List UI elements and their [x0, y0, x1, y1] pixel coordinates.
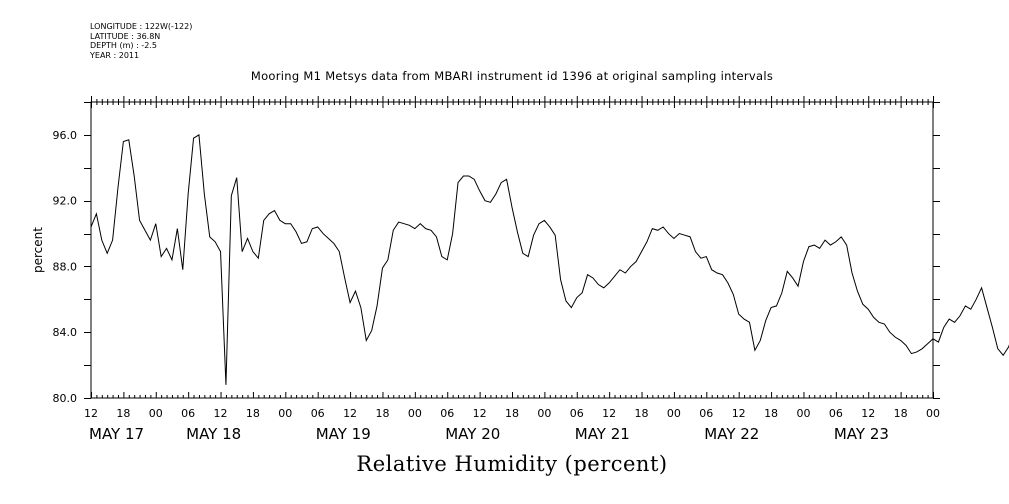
x-date-label: MAY 18 [186, 425, 241, 443]
x-date-label: MAY 20 [445, 425, 500, 443]
x-date-label: MAY 23 [834, 425, 889, 443]
x-hour-tick-label: 18 [894, 407, 908, 420]
x-hour-tick-label: 00 [537, 407, 551, 420]
x-date-label: MAY 21 [575, 425, 630, 443]
x-hour-tick-label: 18 [635, 407, 649, 420]
y-axis-label: percent [31, 227, 45, 273]
x-hour-tick-label: 18 [116, 407, 130, 420]
y-tick-label: 84.0 [53, 326, 78, 339]
x-hour-tick-label: 06 [829, 407, 843, 420]
x-hour-tick-label: 18 [246, 407, 260, 420]
x-date-label: MAY 22 [704, 425, 759, 443]
latitude-label: LATITUDE : 36.8N [90, 31, 161, 41]
chart-title: Mooring M1 Metsys data from MBARI instru… [250, 69, 774, 83]
x-hour-tick-label: 00 [149, 407, 163, 420]
axis-tick-labels: 12 18 00 06 12 18 00 06 12 18 00 06 12 18 00 06 12 18 00 06… [53, 129, 941, 443]
x-hour-tick-label: 06 [181, 407, 195, 420]
y-tick-label: 80.0 [53, 392, 78, 405]
x-hour-tick-label: 18 [375, 407, 389, 420]
x-hour-tick-label: 00 [408, 407, 422, 420]
year-label: YEAR : 2011 [90, 50, 140, 60]
x-hour-tick-label: 12 [84, 407, 98, 420]
x-hour-tick-label: 06 [311, 407, 325, 420]
y-tick-label: 88.0 [53, 260, 78, 273]
dataset-metadata: LONGITUDE : 122W(-122) LATITUDE : 36.8N … [90, 22, 192, 60]
y-tick-label: 96.0 [53, 129, 78, 142]
longitude-label: LONGITUDE : 122W(-122) [90, 22, 193, 31]
x-hour-tick-label: 00 [278, 407, 292, 420]
humidity-series-line [90, 134, 1009, 385]
x-hour-tick-label: 06 [570, 407, 584, 420]
x-date-label: MAY 19 [316, 425, 371, 443]
x-hour-tick-label: 18 [764, 407, 778, 420]
x-date-label: MAY 17 [89, 425, 144, 443]
x-hour-tick-label: 12 [214, 407, 228, 420]
x-hour-tick-label: 12 [861, 407, 875, 420]
x-hour-tick-label: 18 [505, 407, 519, 420]
x-hour-tick-label: 12 [602, 407, 616, 420]
y-tick-label: 92.0 [53, 195, 78, 208]
x-hour-tick-label: 06 [699, 407, 713, 420]
x-hour-tick-label: 06 [440, 407, 454, 420]
depth-label: DEPTH (m) : -2.5 [90, 41, 157, 50]
x-hour-tick-label: 12 [732, 407, 746, 420]
x-axis-label: Relative Humidity (percent) [356, 452, 668, 476]
x-hour-tick-label: 12 [473, 407, 487, 420]
x-hour-tick-label: 00 [667, 407, 681, 420]
x-hour-tick-label: 00 [926, 407, 940, 420]
x-hour-tick-label: 12 [343, 407, 357, 420]
plot-frame [90, 101, 934, 399]
axis-ticks [84, 96, 940, 399]
x-hour-tick-label: 00 [796, 407, 810, 420]
